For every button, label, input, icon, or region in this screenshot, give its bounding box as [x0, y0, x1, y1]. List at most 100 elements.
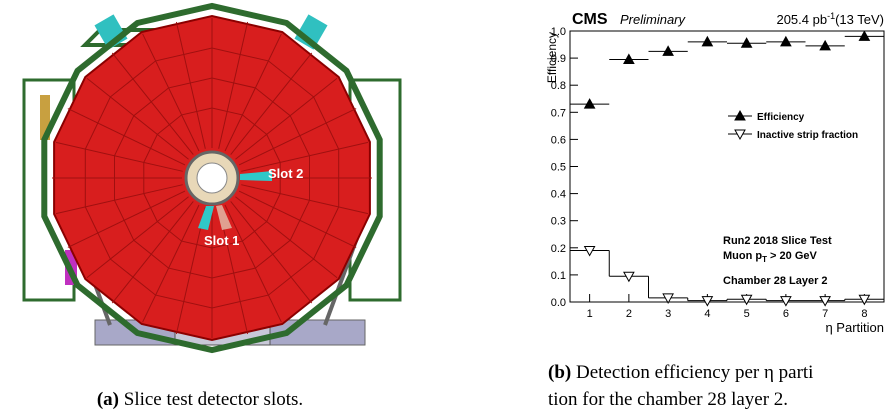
marker: [623, 53, 635, 64]
marker: [819, 296, 831, 307]
spoke: [142, 33, 200, 152]
detector-drawing: [20, 2, 402, 354]
spoke: [86, 196, 189, 279]
spoke: [238, 108, 357, 166]
caption-b: tion for the chamber 28 layer 2.: [548, 389, 788, 410]
marker: [662, 45, 674, 56]
x-tick-label: 5: [744, 308, 750, 320]
legend-marker: [734, 109, 746, 121]
annotation: Chamber 28 Layer 2: [723, 275, 828, 287]
data-point: [766, 35, 806, 47]
annotation-part: Muon p: [723, 250, 762, 262]
marker: [780, 296, 792, 307]
spoke: [111, 201, 194, 304]
spoke: [55, 184, 183, 215]
x-tick-label: 3: [665, 308, 671, 320]
caption-text: Slice test detector slots.: [124, 389, 303, 410]
slot: [216, 205, 232, 230]
spoke: [230, 52, 313, 155]
spoke: [175, 21, 206, 149]
x-tick-label: 2: [626, 308, 632, 320]
y-tick-label: 0.3: [551, 216, 566, 228]
marker: [701, 296, 714, 307]
frame-ring: [41, 2, 383, 354]
x-axis-label: η Partition: [825, 320, 884, 335]
caption-a: (a) Slice test detector slots.: [97, 389, 303, 410]
data-point: [805, 39, 845, 51]
module: [294, 14, 328, 50]
spoke: [111, 52, 194, 155]
y-tick-label: 0.4: [551, 189, 566, 201]
spoke: [235, 196, 338, 279]
module: [40, 95, 50, 140]
data-point: [609, 53, 649, 64]
data-point: [609, 271, 649, 283]
spoke: [67, 108, 186, 166]
data-point: [805, 296, 845, 307]
caption-b: (b) Detection efficiency per η parti: [548, 362, 813, 383]
marker: [858, 30, 871, 41]
x-tick-label: 8: [861, 308, 867, 320]
data-point: [648, 45, 688, 56]
y-tick-label: 0.7: [551, 107, 566, 119]
y-tick-label: 0.8: [551, 80, 566, 92]
marker: [858, 294, 871, 306]
lumi-label: 205.4 pb-1(13 TeV): [776, 11, 884, 27]
spoke: [142, 204, 200, 323]
y-tick-label: 0.9: [551, 53, 566, 65]
marker: [623, 271, 635, 283]
lumi: 205.4 pb: [776, 12, 827, 27]
cms-label: CMS: [572, 11, 608, 28]
marker: [740, 294, 753, 306]
data-point: [570, 98, 610, 109]
data-point: [844, 294, 884, 306]
legend-marker: [734, 129, 746, 141]
slot-label: Slot 2: [268, 166, 303, 181]
caption-tag: (a): [97, 389, 119, 410]
lumi-sup: -1: [827, 11, 835, 21]
annotation-part: > 20 GeV: [767, 250, 818, 262]
data-point: [648, 293, 688, 304]
marker: [583, 98, 596, 109]
spoke: [230, 201, 313, 304]
y-tick-label: 1.0: [551, 26, 566, 38]
y-tick-label: 0.1: [551, 270, 566, 282]
slot: [240, 171, 272, 181]
spoke: [224, 33, 282, 152]
y-tick-label: 0.5: [551, 162, 566, 174]
data-point: [727, 294, 767, 306]
data-point: [687, 296, 727, 307]
data-point: [844, 30, 884, 41]
caption-text: Detection efficiency per η parti: [576, 362, 813, 383]
spoke: [67, 190, 186, 248]
hub-hole: [196, 162, 228, 194]
marker: [819, 39, 831, 51]
preliminary-label: Preliminary: [620, 12, 687, 27]
slot: [198, 206, 214, 230]
marker: [780, 35, 792, 47]
spoke: [224, 204, 282, 323]
caption-tag: (b): [548, 362, 571, 383]
y-tick-label: 0.0: [551, 297, 566, 309]
slot-label: Slot 1: [204, 233, 239, 248]
legend-label: Efficiency: [757, 112, 805, 123]
x-tick-label: 1: [587, 308, 593, 320]
annotation: Run2 2018 Slice Test: [723, 235, 832, 247]
spoke: [238, 190, 357, 248]
spoke: [241, 184, 369, 215]
y-axis-label: Efficiency: [545, 32, 559, 83]
x-tick-label: 4: [704, 308, 710, 320]
data-point: [570, 246, 610, 257]
data-point: [766, 296, 806, 307]
spoke: [218, 21, 249, 149]
legend-label: Inactive strip fraction: [757, 130, 858, 141]
y-tick-label: 0.6: [551, 134, 566, 146]
data-point: [727, 37, 767, 48]
spoke: [86, 77, 189, 160]
spoke: [241, 141, 369, 172]
annotation-sub: T: [762, 255, 767, 264]
spoke: [55, 141, 183, 172]
marker: [583, 246, 596, 257]
y-tick-label: 0.2: [551, 243, 566, 255]
